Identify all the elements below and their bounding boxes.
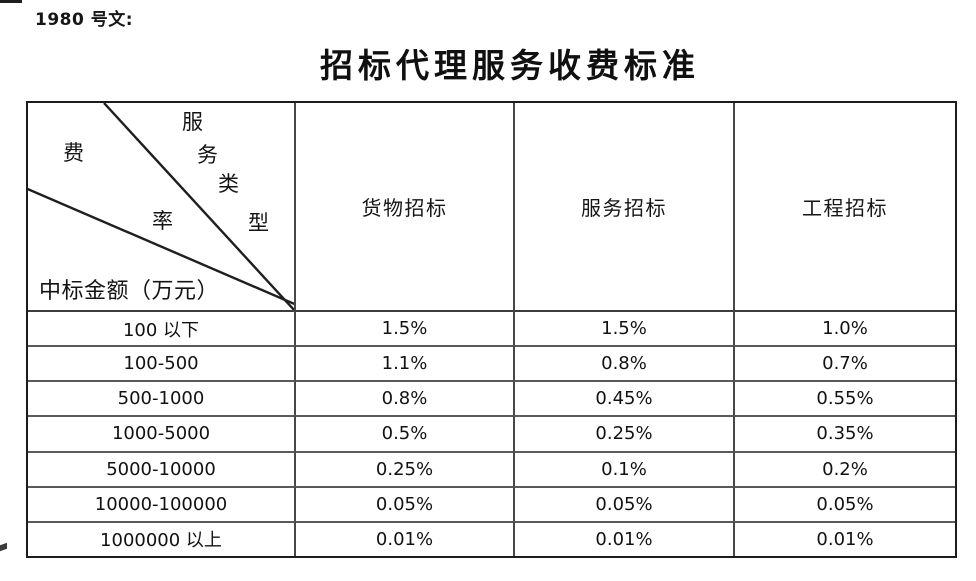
- fee-value: 0.01%: [513, 520, 733, 556]
- fee-value: 1.5%: [294, 310, 513, 346]
- fee-rate-table: 费 率 服 务 类 型 中标金额（万元） 货物招标 服务招标 工程招标 100 …: [26, 101, 957, 558]
- fee-value: 0.05%: [513, 485, 733, 521]
- row-label: 100-500: [28, 345, 294, 380]
- fee-value: 0.45%: [513, 380, 733, 416]
- row-label: 1000000 以上: [28, 520, 294, 556]
- column-header-works: 工程招标: [733, 103, 955, 310]
- fee-value: 1.1%: [294, 345, 513, 381]
- row-label: 10000-100000: [28, 485, 294, 521]
- corner-fee-char-2: 率: [152, 209, 173, 233]
- fee-value: 0.8%: [513, 345, 733, 381]
- corner-fee-char-1: 费: [63, 141, 84, 165]
- corner-type-char-2: 务: [197, 143, 218, 167]
- corner-type-char-4: 型: [248, 211, 269, 235]
- row-label: 5000-10000: [28, 450, 294, 486]
- diagonal-divider-lines: [28, 103, 294, 310]
- row-label: 100 以下: [28, 310, 294, 345]
- table-corner-cell: 费 率 服 务 类 型 中标金额（万元）: [28, 103, 294, 310]
- fee-value: 0.01%: [733, 520, 955, 556]
- fee-value: 0.35%: [733, 415, 955, 451]
- fee-value: 0.55%: [733, 380, 955, 416]
- column-header-goods: 货物招标: [294, 103, 513, 310]
- column-header-services: 服务招标: [513, 103, 733, 310]
- fee-value: 0.5%: [294, 415, 513, 451]
- fee-value: 0.25%: [294, 450, 513, 486]
- fee-value: 0.25%: [513, 415, 733, 451]
- scan-artifact-left-edge: [0, 542, 7, 552]
- fee-value: 0.7%: [733, 345, 955, 381]
- fee-value: 1.0%: [733, 310, 955, 346]
- fee-value: 0.8%: [294, 380, 513, 416]
- fee-value: 0.2%: [733, 450, 955, 486]
- corner-type-char-3: 类: [218, 172, 239, 196]
- scan-artifact-top-left: [0, 0, 22, 3]
- fee-value: 0.1%: [513, 450, 733, 486]
- fee-value: 0.05%: [294, 485, 513, 521]
- corner-amount-label: 中标金额（万元）: [39, 279, 220, 304]
- row-label: 500-1000: [28, 380, 294, 415]
- corner-type-char-1: 服: [182, 110, 203, 134]
- fee-value: 1.5%: [513, 310, 733, 346]
- fee-value: 0.05%: [733, 485, 955, 521]
- fee-value: 0.01%: [294, 520, 513, 556]
- row-label: 1000-5000: [28, 415, 294, 450]
- doc-ref-label: 1980 号文:: [35, 10, 134, 30]
- page-title: 招标代理服务收费标准: [320, 46, 700, 85]
